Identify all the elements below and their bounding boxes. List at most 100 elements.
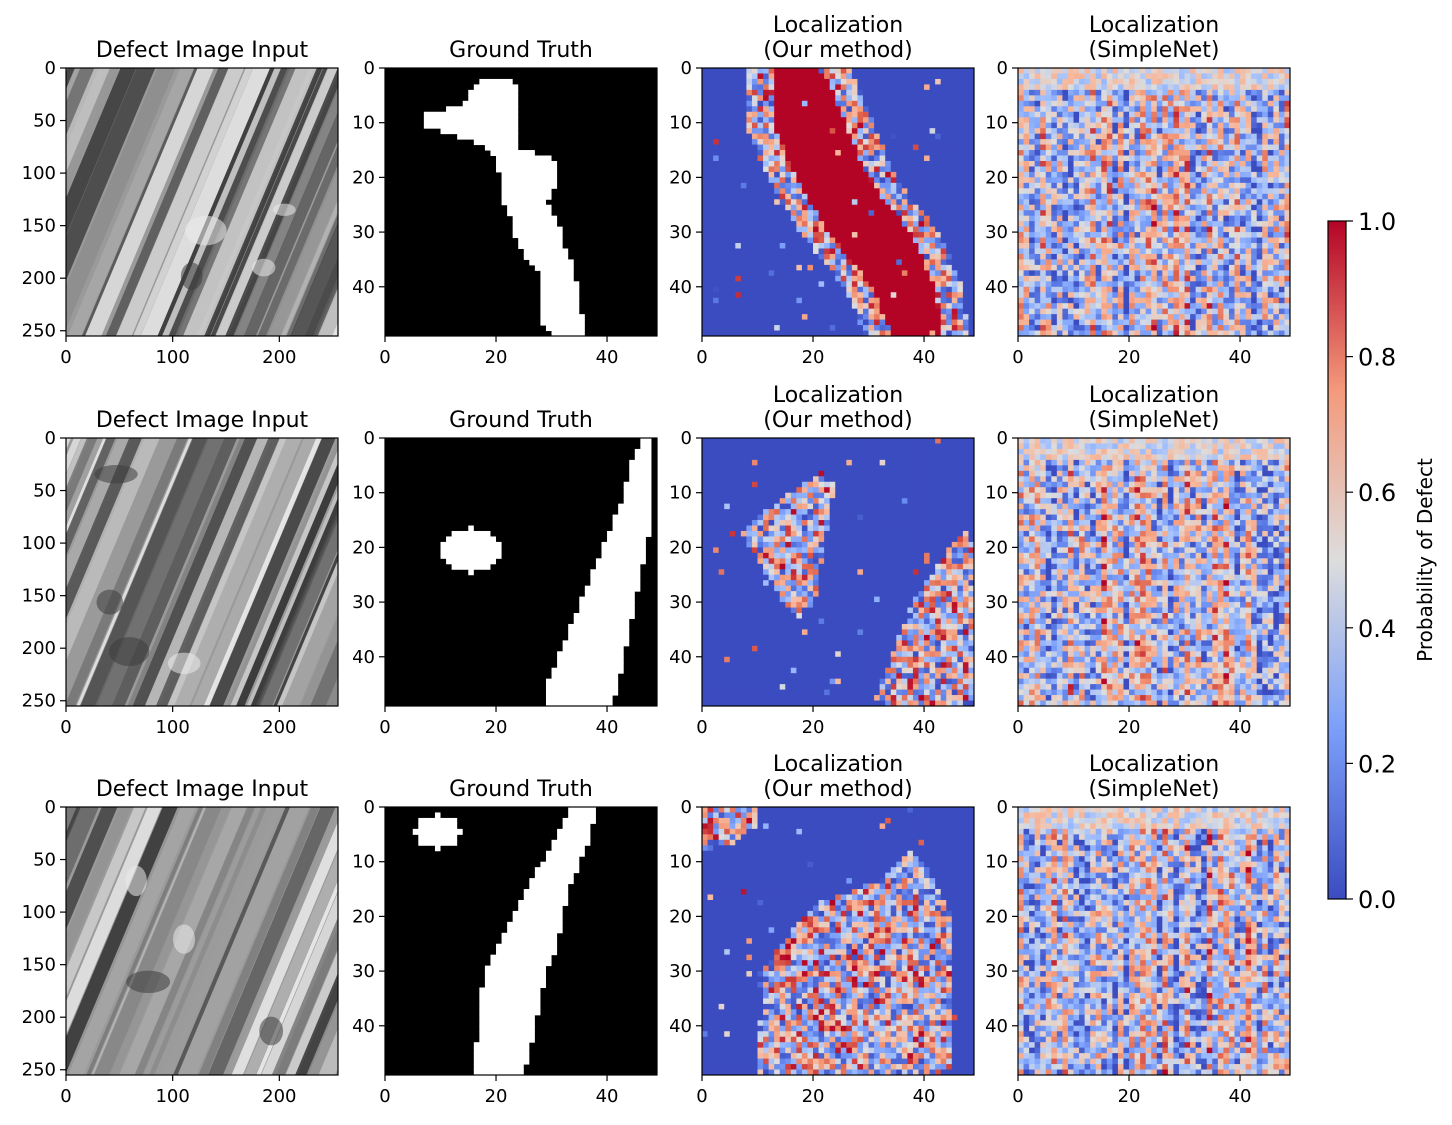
y-tick-label: 10 <box>985 483 1008 504</box>
x-tick-label: 40 <box>913 1086 936 1107</box>
colorbar-tick-label: 0.6 <box>1358 479 1396 507</box>
y-tick-label: 20 <box>352 167 375 188</box>
y-tick-label: 0 <box>45 58 56 79</box>
y-tick-label: 20 <box>669 537 692 558</box>
panel-title-r2-c2: Ground Truth <box>449 408 593 433</box>
panel-frame <box>65 67 339 337</box>
x-tick-label: 0 <box>696 347 707 368</box>
x-tick-label: 200 <box>262 1086 296 1107</box>
panel-title-r3-c2: Ground Truth <box>449 777 593 802</box>
y-tick-label: 10 <box>985 852 1008 873</box>
panel-r3-c4: Localization(SimpleNet) 0 20 40 0 10 20 30 40 <box>985 752 1291 1107</box>
panel-frame <box>384 437 658 707</box>
y-tick-label: 0 <box>997 428 1008 449</box>
panel-frame <box>384 806 658 1076</box>
colorbar-tick-label: 0.2 <box>1358 750 1396 778</box>
y-tick-label: 10 <box>352 852 375 873</box>
colorbar-tick-label: 0.4 <box>1358 615 1396 643</box>
panel-r2-c1: Defect Image Input 0 100 200 0 50 100 150 200 250 <box>22 408 339 738</box>
panel-frame <box>384 67 658 337</box>
y-tick-label: 20 <box>669 906 692 927</box>
colorbar-tick-label: 0.8 <box>1358 344 1396 372</box>
simplenet-heatmap <box>1018 807 1291 1076</box>
panel-title-r2-c3: Localization <box>773 383 903 408</box>
panel-title-r1-c3: Localization <box>773 13 903 38</box>
y-tick-label: 30 <box>352 592 375 613</box>
y-tick-label: 40 <box>669 1016 692 1037</box>
x-tick-label: 200 <box>262 717 296 738</box>
y-tick-label: 30 <box>669 592 692 613</box>
panel-title-r3-c4: Localization <box>1089 752 1219 777</box>
y-tick-label: 30 <box>669 961 692 982</box>
panel-frame <box>65 806 339 1076</box>
ground-truth-mask <box>385 438 657 707</box>
x-tick-label: 40 <box>913 717 936 738</box>
x-tick-label: 100 <box>155 347 189 368</box>
colorbar-tick-label: 1.0 <box>1358 208 1396 236</box>
panel-r3-c3: Localization(Our method) 0 20 40 0 10 20 30 40 <box>669 752 975 1107</box>
panel-frame <box>1017 67 1291 337</box>
colorbar: 0.0 0.2 0.4 0.6 0.8 1.0 Probability of Defect <box>1327 208 1437 914</box>
y-tick-label: 250 <box>22 1060 56 1081</box>
y-tick-label: 200 <box>22 638 56 659</box>
panel-frame <box>701 67 975 337</box>
y-tick-label: 30 <box>352 961 375 982</box>
y-tick-label: 0 <box>45 428 56 449</box>
our-method-heatmap <box>702 438 975 707</box>
y-tick-label: 200 <box>22 268 56 289</box>
panel-title-r2-c3: (Our method) <box>763 408 912 433</box>
x-tick-label: 0 <box>379 1086 390 1107</box>
y-tick-label: 150 <box>22 955 56 976</box>
panel-title-r3-c3: Localization <box>773 752 903 777</box>
panel-frame <box>1017 437 1291 707</box>
x-tick-label: 0 <box>60 717 71 738</box>
x-tick-label: 100 <box>155 717 189 738</box>
y-tick-label: 40 <box>352 1016 375 1037</box>
y-tick-label: 200 <box>22 1007 56 1028</box>
panel-r3-c2: Ground Truth 0 20 40 0 10 20 30 40 <box>352 777 658 1107</box>
y-tick-label: 100 <box>22 163 56 184</box>
y-tick-label: 40 <box>352 647 375 668</box>
panel-frame <box>701 437 975 707</box>
y-tick-label: 20 <box>352 537 375 558</box>
y-tick-label: 0 <box>681 58 692 79</box>
y-tick-label: 30 <box>669 222 692 243</box>
panel-title-r2-c1: Defect Image Input <box>96 408 309 433</box>
panel-title-r1-c4: (SimpleNet) <box>1089 38 1220 63</box>
y-tick-label: 0 <box>364 58 375 79</box>
y-tick-label: 20 <box>985 167 1008 188</box>
y-tick-label: 40 <box>669 277 692 298</box>
y-tick-label: 0 <box>364 797 375 818</box>
y-tick-label: 40 <box>669 647 692 668</box>
y-tick-label: 150 <box>22 586 56 607</box>
y-tick-label: 30 <box>985 961 1008 982</box>
y-tick-label: 250 <box>22 321 56 342</box>
y-tick-label: 10 <box>669 483 692 504</box>
x-tick-label: 0 <box>379 717 390 738</box>
x-tick-label: 20 <box>802 717 825 738</box>
y-tick-label: 250 <box>22 691 56 712</box>
y-tick-label: 150 <box>22 216 56 237</box>
panel-title-r1-c2: Ground Truth <box>449 38 593 63</box>
y-tick-label: 10 <box>352 483 375 504</box>
x-tick-label: 100 <box>155 1086 189 1107</box>
y-tick-label: 0 <box>45 797 56 818</box>
panel-title-r3-c4: (SimpleNet) <box>1089 777 1220 802</box>
panel-title-r2-c4: Localization <box>1089 383 1219 408</box>
y-tick-label: 40 <box>352 277 375 298</box>
x-tick-label: 0 <box>696 1086 707 1107</box>
y-tick-label: 0 <box>997 797 1008 818</box>
y-tick-label: 30 <box>985 592 1008 613</box>
panel-r1-c3: Localization(Our method) 0 20 40 0 10 20 30 40 <box>669 13 975 368</box>
defect-image <box>66 807 338 1075</box>
panel-title-r2-c4: (SimpleNet) <box>1089 408 1220 433</box>
panel-r1-c2: Ground Truth 0 20 40 0 10 20 30 40 <box>352 38 658 368</box>
x-tick-label: 0 <box>379 347 390 368</box>
y-tick-label: 100 <box>22 533 56 554</box>
y-tick-label: 100 <box>22 902 56 923</box>
x-tick-label: 20 <box>485 717 508 738</box>
our-method-heatmap <box>702 807 975 1076</box>
x-tick-label: 0 <box>696 717 707 738</box>
simplenet-heatmap <box>1018 438 1291 707</box>
defect-image <box>66 68 338 336</box>
